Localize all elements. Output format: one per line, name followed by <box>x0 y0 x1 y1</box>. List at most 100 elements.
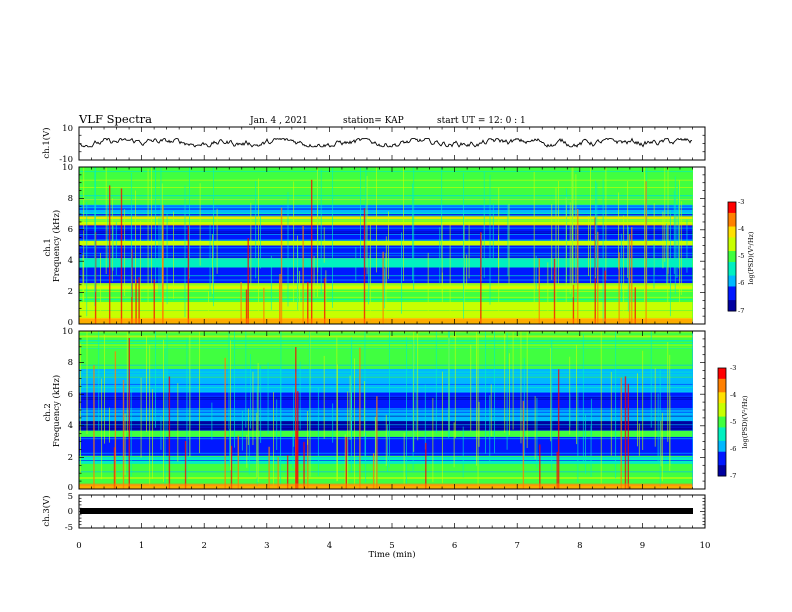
spectrogram-streak <box>478 401 480 447</box>
ch2-cb-tick-m7: -7 <box>730 472 736 480</box>
colorbar-cell <box>728 272 736 277</box>
spectrogram-streak <box>662 211 664 269</box>
spectrogram-line <box>79 424 693 426</box>
spectrogram-streak <box>441 371 443 484</box>
ch1-waveform-ylabel: ch.1(V) <box>41 127 52 158</box>
colorbar-cell <box>728 202 736 206</box>
spectrogram-streak <box>522 400 525 489</box>
spectrogram-streak <box>135 190 136 284</box>
spectrogram-streak <box>245 289 248 324</box>
colorbar-cell <box>718 381 726 385</box>
spectrogram-streak <box>138 277 140 324</box>
spectrogram-streak <box>307 439 309 489</box>
spectrogram-streak <box>325 270 327 308</box>
colorbar-cell <box>718 422 726 426</box>
spectrogram-streak <box>572 167 574 298</box>
spectrogram-streak <box>403 432 405 485</box>
ch2-cb-tick-m5: -5 <box>730 418 736 426</box>
colorbar-cell <box>718 424 726 428</box>
spectrogram-line <box>79 209 693 210</box>
spectrogram-line <box>79 452 693 454</box>
ch1-ylabel-line1: ch.1 <box>43 238 53 256</box>
ch1-ytick-2: 2 <box>68 287 73 297</box>
ch1-spectrogram-ylabel: ch.1 Frequency (kHz) <box>43 210 62 282</box>
spectrogram-line <box>79 477 693 478</box>
x-tick-label: 8 <box>577 541 582 551</box>
colorbar-cell <box>728 270 736 274</box>
spectrogram-streak <box>572 167 573 263</box>
ch2-ylabel-line2: Frequency (kHz) <box>51 375 62 447</box>
colorbar-cell <box>718 459 726 463</box>
spectrogram-streak <box>387 424 389 472</box>
ch2-ytick-6: 6 <box>68 390 73 400</box>
ch1-ytick-0: 0 <box>68 318 73 328</box>
ch2-ytick-10: 10 <box>62 327 73 337</box>
spectrogram-streak <box>83 167 85 306</box>
spectrogram-streak <box>534 396 536 460</box>
spectrogram-line <box>79 224 693 226</box>
spectrogram-streak <box>163 339 164 482</box>
spectrogram-streak <box>234 331 235 448</box>
spectrogram-streak <box>161 249 164 324</box>
ch2-colorbar-gradient <box>718 368 726 477</box>
spectrogram-streak <box>128 337 130 489</box>
spectrogram-line <box>79 387 693 388</box>
x-tick-label: 7 <box>514 541 519 551</box>
spectrogram-streak <box>213 167 214 307</box>
spectrogram-lf-strip <box>79 483 693 489</box>
spectrogram-streak <box>441 222 443 294</box>
spectrogram-streak <box>293 386 295 447</box>
spectrogram-streak <box>309 331 311 439</box>
colorbar-cell <box>728 212 736 217</box>
ch1-ytick-8: 8 <box>68 194 73 204</box>
spectrogram-streak <box>149 345 151 487</box>
x-tick-label: 4 <box>327 541 332 551</box>
spectrogram-streak <box>100 252 101 320</box>
spectrogram-streak <box>108 185 111 324</box>
spectrogram-streak <box>93 365 95 489</box>
spectrogram-streak <box>615 331 617 479</box>
ch1-ytick-bottom: -10 <box>59 155 73 165</box>
spectrogram-streak <box>533 171 535 322</box>
colorbar-cell <box>718 432 726 436</box>
colorbar-cell <box>728 289 736 293</box>
spectrogram-streak <box>382 251 384 324</box>
spectrogram-streak <box>367 260 369 305</box>
spectrogram-line <box>79 214 693 215</box>
spectrogram-streak <box>279 274 281 324</box>
spectrogram-streak <box>575 174 577 284</box>
spectrogram-streak <box>645 181 647 324</box>
spectrogram-streak <box>120 188 123 324</box>
spectrogram-streak <box>624 376 627 489</box>
spectrogram-streak <box>523 358 525 460</box>
colorbar-cell <box>728 248 736 252</box>
date-label: Jan. 4 , 2021 <box>249 116 308 126</box>
spectrogram-streak <box>453 422 455 468</box>
spectrogram-streak <box>258 178 260 316</box>
ch2-ytick-8: 8 <box>68 358 73 368</box>
spectrogram-streak <box>669 210 671 317</box>
spectrogram-streak <box>627 181 629 278</box>
x-tick-label: 6 <box>452 541 457 551</box>
spectrogram-line <box>79 219 693 221</box>
spectrogram-streak <box>412 183 414 281</box>
ch1-colorbar-frame <box>727 201 737 312</box>
spectrogram-streak <box>435 331 437 433</box>
spectrogram-streak <box>113 447 116 489</box>
spectrogram-streak <box>547 262 549 314</box>
spectrogram-streak <box>376 167 377 273</box>
spectrogram-streak <box>463 216 465 303</box>
spectrogram-streak <box>126 331 128 433</box>
spectrogram-line <box>79 389 693 390</box>
colorbar-cell <box>718 408 726 412</box>
spectrogram-streak <box>569 202 571 295</box>
spectrogram-streak <box>263 287 265 324</box>
spectrogram-streak <box>666 223 667 284</box>
spectrogram-band <box>79 421 693 431</box>
spectrogram-line <box>79 406 693 408</box>
spectrogram-streak <box>252 371 254 446</box>
spectrogram-streak <box>664 167 666 262</box>
spectrogram-streak <box>498 235 499 269</box>
spectrogram-streak <box>111 198 113 282</box>
spectrogram-line <box>79 401 693 402</box>
